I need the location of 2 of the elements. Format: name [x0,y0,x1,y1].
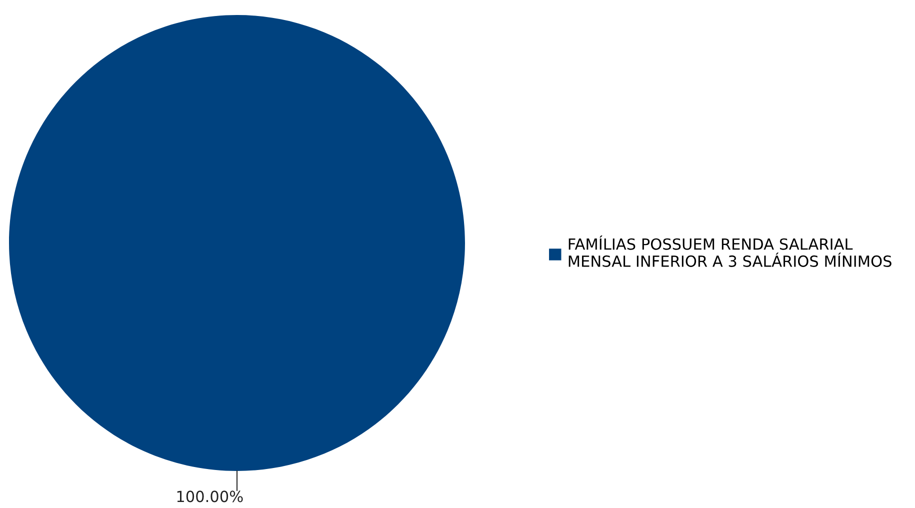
data-label: 100.00% [177,490,243,502]
legend-label: FAMÍLIAS POSSUEM RENDA SALARIAL MENSAL INFERIOR A 3 SALÁRIOS MÍNIMOS [568,236,892,267]
